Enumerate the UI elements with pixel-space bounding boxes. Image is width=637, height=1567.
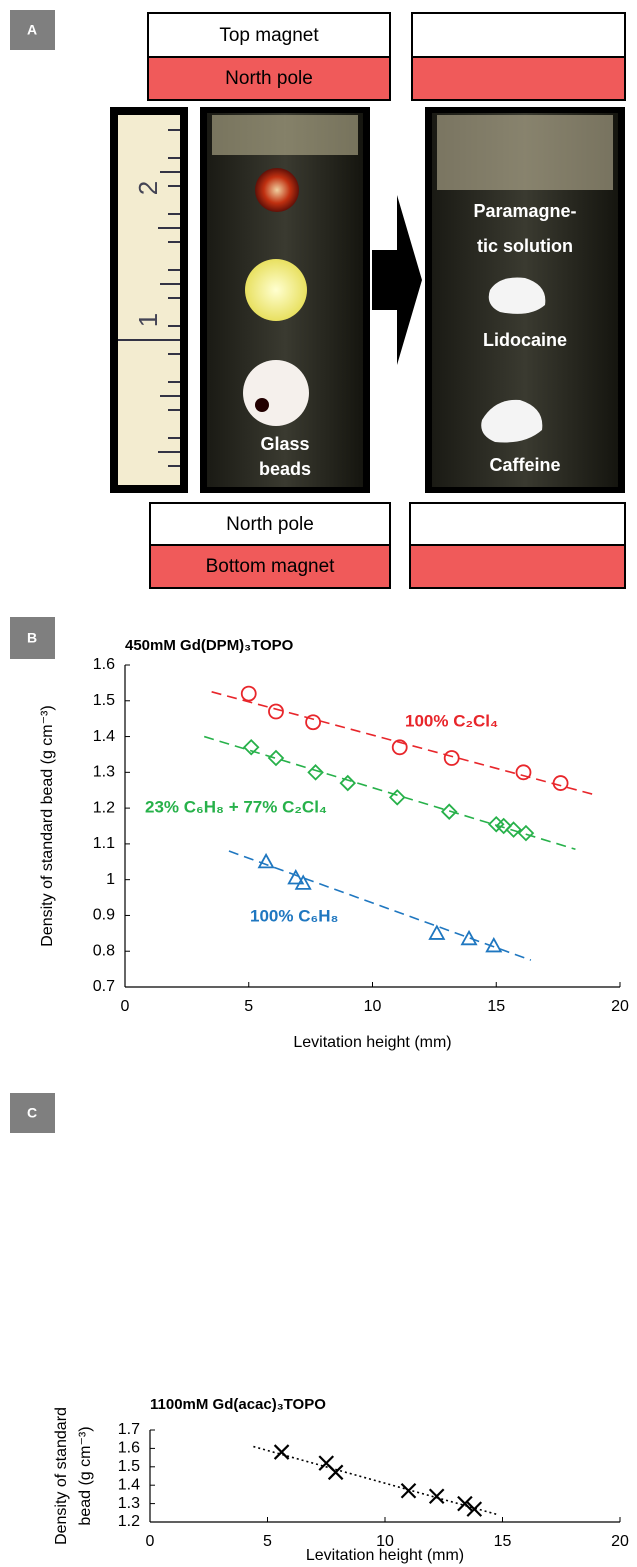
x-tick-label: 15 — [494, 1533, 512, 1550]
x-axis-title: Levitation height (mm) — [306, 1547, 464, 1564]
vial-label: beads — [259, 459, 311, 479]
magnet-box — [412, 13, 625, 57]
y-tick-label: 1.2 — [93, 799, 115, 816]
data-point — [259, 855, 273, 868]
magnet-box — [410, 545, 625, 588]
y-tick-label: 1.6 — [93, 656, 115, 673]
y-tick-label: 1.7 — [118, 1421, 140, 1438]
data-point — [390, 790, 404, 804]
top-magnet-label: Top magnet — [219, 25, 319, 46]
data-point — [329, 1465, 343, 1479]
data-point — [445, 751, 459, 765]
data-point — [516, 765, 530, 779]
data-point — [554, 776, 568, 790]
bead — [255, 168, 299, 212]
x-tick-label: 0 — [121, 998, 130, 1015]
panel-label: C — [27, 1105, 37, 1121]
ruler-number: 2 — [133, 181, 163, 195]
y-tick-label: 1.3 — [93, 764, 115, 781]
y-axis-title: bead (g cm⁻³) — [77, 1426, 94, 1525]
y-tick-label: 0.8 — [93, 942, 115, 959]
x-tick-label: 5 — [244, 998, 253, 1015]
figure: A Top magnet North pole 2 1 Glass beads — [0, 0, 637, 1567]
vial-label: Paramagne- — [473, 201, 576, 221]
vial-label: tic solution — [477, 236, 573, 256]
y-tick-label: 1.2 — [118, 1513, 140, 1530]
y-axis-title: Density of standard — [53, 1407, 70, 1545]
y-tick-label: 1.4 — [93, 728, 115, 745]
chart-title: 1100mM Gd(acac)₃TOPO — [150, 1396, 326, 1413]
vial-label: Caffeine — [489, 455, 560, 475]
y-tick-label: 0.9 — [93, 907, 115, 924]
ruler — [118, 115, 180, 485]
x-axis-title: Levitation height (mm) — [293, 1034, 451, 1051]
data-point — [269, 751, 283, 765]
y-tick-label: 0.7 — [93, 978, 115, 995]
y-tick-label: 1.5 — [118, 1458, 140, 1475]
y-tick-label: 1.6 — [118, 1440, 140, 1457]
ruler-number: 1 — [133, 313, 163, 327]
x-tick-label: 5 — [263, 1533, 272, 1550]
y-tick-label: 1 — [106, 871, 115, 888]
data-point — [242, 687, 256, 701]
x-tick-label: 0 — [146, 1533, 155, 1550]
x-tick-label: 20 — [611, 1533, 629, 1550]
bead — [243, 360, 309, 426]
y-tick-label: 1.3 — [118, 1495, 140, 1512]
top-pole-label: North pole — [225, 68, 313, 89]
data-point — [275, 1445, 289, 1459]
data-point — [462, 932, 476, 945]
pole-box — [410, 503, 625, 545]
vial-cap — [212, 115, 358, 155]
data-point — [306, 715, 320, 729]
vial-label: Lidocaine — [483, 330, 567, 350]
y-tick-label: 1.5 — [93, 692, 115, 709]
data-point — [519, 826, 533, 840]
data-point — [489, 817, 503, 831]
panel-label: B — [27, 630, 37, 646]
chart-title: 450mM Gd(DPM)₃TOPO — [125, 637, 294, 654]
panel-label: A — [27, 22, 37, 38]
x-tick-label: 10 — [364, 998, 382, 1015]
series-label: 100% C₆H₈ — [250, 906, 338, 925]
trend-line — [253, 1447, 497, 1515]
bead-spot — [255, 398, 269, 412]
vial-label: Glass — [260, 434, 309, 454]
bottom-pole-label: North pole — [226, 514, 314, 535]
pole-box — [412, 57, 625, 100]
y-tick-label: 1.1 — [93, 835, 115, 852]
data-point — [269, 705, 283, 719]
vial-cap — [437, 115, 613, 190]
bottom-magnet-label: Bottom magnet — [206, 556, 336, 577]
panel-a: A Top magnet North pole 2 1 Glass beads — [10, 10, 625, 588]
bead — [245, 259, 307, 321]
y-tick-label: 1.4 — [118, 1476, 140, 1493]
x-tick-label: 15 — [487, 998, 505, 1015]
x-tick-label: 20 — [611, 998, 629, 1015]
arrow — [372, 195, 422, 365]
series-label: 100% C₂Cl₄ — [405, 711, 498, 730]
series-label: 23% C₆H₈ + 77% C₂Cl₄ — [145, 797, 327, 816]
y-axis-title: Density of standard bead (g cm⁻³) — [39, 705, 56, 946]
